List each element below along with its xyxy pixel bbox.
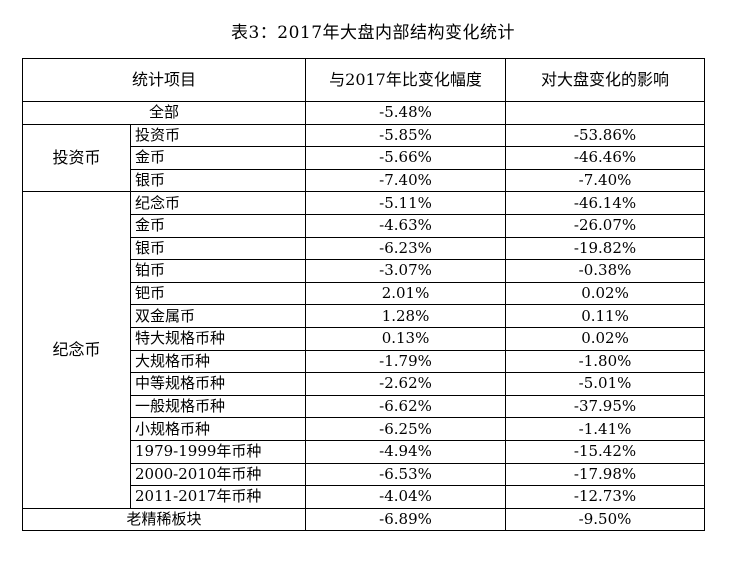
table-row: 钯币 2.01% 0.02% bbox=[23, 281, 706, 306]
row-label: 大规格币种 bbox=[129, 349, 307, 374]
row-change: -5.11% bbox=[305, 191, 507, 215]
table-row: 银币 -7.40% -7.40% bbox=[23, 168, 706, 193]
row-label: 投资币 bbox=[129, 123, 307, 148]
row-change: -4.63% bbox=[305, 213, 507, 238]
footer-label: 老精稀板块 bbox=[21, 507, 307, 532]
row-impact: -1.41% bbox=[505, 417, 706, 441]
stats-table: 统计项目 与2017年比变化幅度 对大盘变化的影响 全部 -5.48% 投资币 … bbox=[21, 58, 706, 532]
table-row: 大规格币种 -1.79% -1.80% bbox=[23, 349, 706, 374]
row-change: -6.53% bbox=[305, 462, 507, 487]
row-impact: 0.02% bbox=[505, 326, 706, 351]
row-change: -5.85% bbox=[305, 123, 507, 148]
row-impact: -1.80% bbox=[505, 349, 706, 374]
row-change: 1.28% bbox=[305, 304, 507, 328]
row-label: 1979-1999年币种 bbox=[129, 439, 307, 464]
footer-row: 老精稀板块 -6.89% -9.50% bbox=[21, 507, 706, 532]
table-row: 小规格币种 -6.25% -1.41% bbox=[23, 417, 706, 441]
row-impact: -53.86% bbox=[505, 123, 706, 148]
header-item: 统计项目 bbox=[21, 58, 307, 102]
header-change: 与2017年比变化幅度 bbox=[305, 58, 507, 102]
total-label: 全部 bbox=[21, 101, 307, 125]
row-impact: -15.42% bbox=[505, 439, 706, 464]
row-impact: 0.02% bbox=[505, 281, 706, 306]
footer-impact: -9.50% bbox=[505, 507, 706, 532]
row-label: 铂币 bbox=[129, 259, 307, 283]
row-change: 0.13% bbox=[305, 326, 507, 351]
row-change: 2.01% bbox=[305, 281, 507, 306]
header-row: 统计项目 与2017年比变化幅度 对大盘变化的影响 bbox=[21, 58, 706, 102]
row-label: 2011-2017年币种 bbox=[129, 485, 307, 509]
row-impact: -17.98% bbox=[505, 462, 706, 487]
row-label: 双金属币 bbox=[129, 304, 307, 328]
row-impact: -5.01% bbox=[505, 372, 706, 396]
row-label: 金币 bbox=[129, 146, 307, 170]
row-label: 2000-2010年币种 bbox=[129, 462, 307, 487]
table-row: 投资币 投资币 -5.85% -53.86% bbox=[22, 123, 706, 193]
row-label: 小规格币种 bbox=[129, 417, 307, 441]
row-label: 纪念币 bbox=[129, 191, 307, 215]
table-row: 1979-1999年币种 -4.94% -15.42% bbox=[23, 439, 706, 464]
footer-change: -6.89% bbox=[305, 507, 507, 532]
total-impact bbox=[505, 101, 706, 125]
row-change: -6.62% bbox=[305, 394, 507, 419]
row-change: -1.79% bbox=[305, 349, 507, 374]
row-label: 银币 bbox=[129, 168, 307, 193]
row-change: -4.04% bbox=[305, 485, 507, 509]
table-row: 双金属币 1.28% 0.11% bbox=[23, 304, 706, 328]
total-row: 全部 -5.48% bbox=[21, 101, 706, 125]
table-row: 铂币 -3.07% -0.38% bbox=[23, 259, 706, 283]
row-change: -4.94% bbox=[305, 439, 507, 464]
row-label: 钯币 bbox=[129, 281, 307, 306]
row-impact: -46.14% bbox=[505, 191, 706, 215]
total-change: -5.48% bbox=[305, 101, 507, 125]
table-row: 2011-2017年币种 -4.04% -12.73% bbox=[23, 485, 706, 509]
row-label: 银币 bbox=[129, 236, 307, 261]
group-label-investment: 投资币 bbox=[22, 123, 131, 193]
row-impact: -0.38% bbox=[505, 259, 706, 283]
row-impact: -12.73% bbox=[505, 485, 706, 509]
row-label: 中等规格币种 bbox=[129, 372, 307, 396]
row-impact: -46.46% bbox=[505, 146, 706, 170]
row-change: -6.25% bbox=[305, 417, 507, 441]
table-row: 银币 -6.23% -19.82% bbox=[23, 236, 706, 261]
row-impact: -26.07% bbox=[505, 213, 706, 238]
row-impact: -19.82% bbox=[505, 236, 706, 261]
row-impact: 0.11% bbox=[505, 304, 706, 328]
row-label: 金币 bbox=[129, 213, 307, 238]
row-impact: -37.95% bbox=[505, 394, 706, 419]
row-change: -3.07% bbox=[305, 259, 507, 283]
header-impact: 对大盘变化的影响 bbox=[505, 58, 706, 102]
row-change: -5.66% bbox=[305, 146, 507, 170]
row-change: -2.62% bbox=[305, 372, 507, 396]
group-label-commemorative: 纪念币 bbox=[22, 191, 131, 509]
row-change: -7.40% bbox=[305, 168, 507, 193]
table-title: 表3：2017年大盘内部结构变化统计 bbox=[230, 23, 516, 43]
row-label: 特大规格币种 bbox=[129, 326, 307, 351]
row-label: 一般规格币种 bbox=[129, 394, 307, 419]
table-row: 特大规格币种 0.13% 0.02% bbox=[23, 326, 706, 351]
row-change: -6.23% bbox=[305, 236, 507, 261]
table-row: 纪念币 纪念币 -5.11% -46.14% bbox=[22, 191, 706, 509]
row-impact: -7.40% bbox=[505, 168, 706, 193]
